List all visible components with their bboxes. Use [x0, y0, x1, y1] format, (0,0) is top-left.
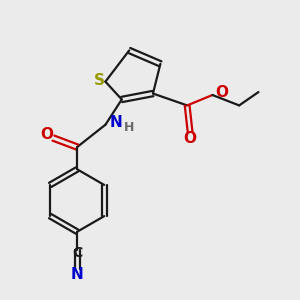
Text: H: H	[123, 121, 134, 134]
Text: N: N	[71, 267, 84, 282]
Text: N: N	[110, 115, 122, 130]
Text: O: O	[215, 85, 228, 100]
Text: S: S	[93, 73, 104, 88]
Text: O: O	[184, 130, 196, 146]
Text: C: C	[72, 245, 82, 260]
Text: O: O	[40, 127, 53, 142]
